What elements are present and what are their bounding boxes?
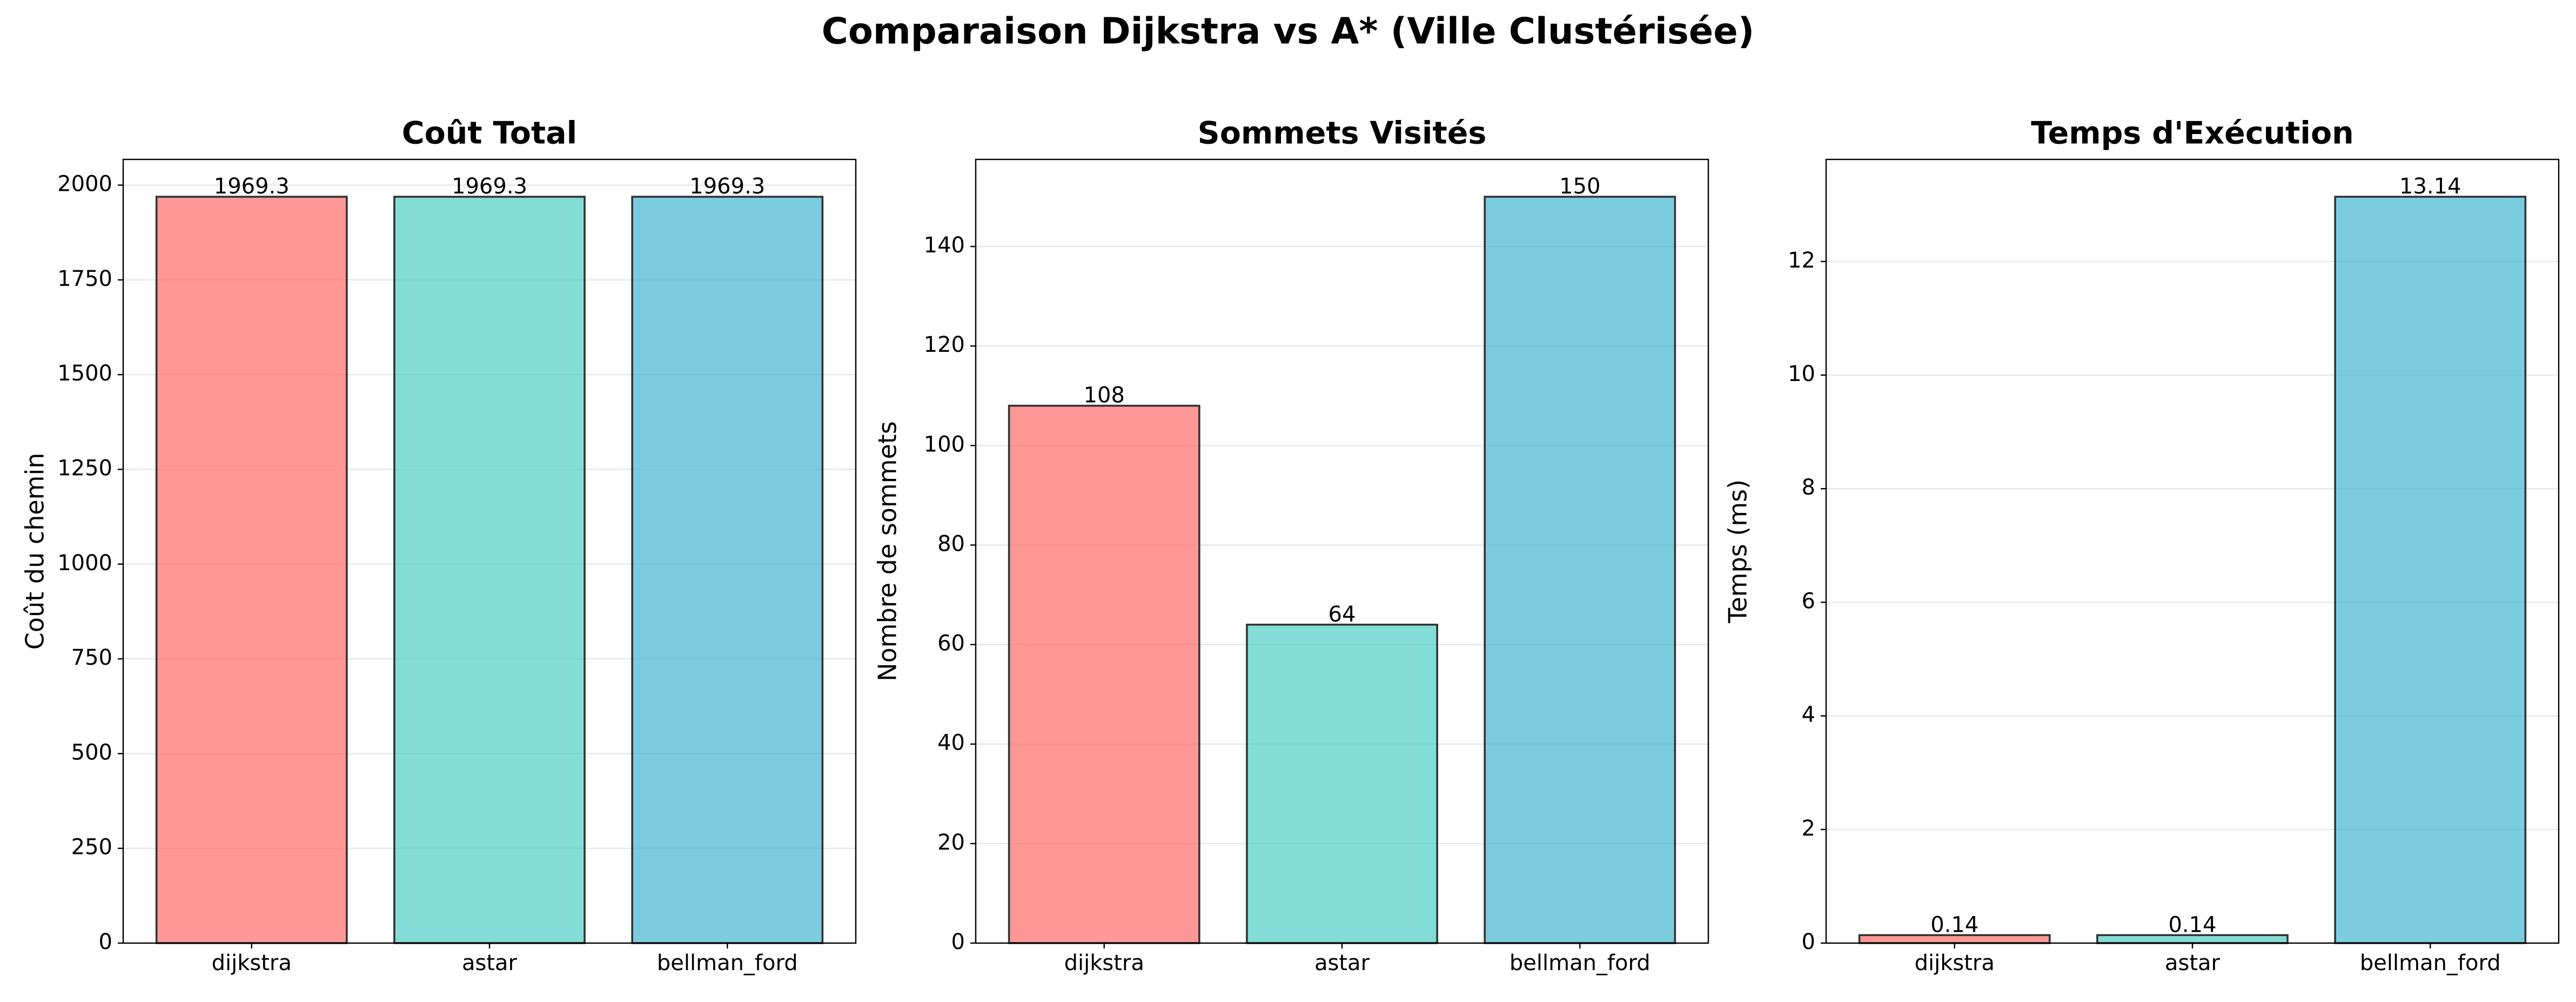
y-tick-label: 2 (1802, 816, 1815, 841)
y-tick-label: 6 (1802, 589, 1815, 613)
value-label: 64 (1329, 602, 1356, 627)
y-tick-label: 80 (937, 531, 965, 556)
bar (2334, 196, 2527, 944)
chart-title: Coût Total (402, 116, 577, 151)
axes-frame (975, 158, 1709, 944)
y-tick-label: 10 (1788, 362, 1815, 386)
y-tick-label: 1500 (57, 361, 112, 386)
axes-frame (1825, 158, 2560, 944)
bar (631, 196, 824, 944)
y-tick-label: 100 (924, 432, 965, 457)
chart-title: Temps d'Exécution (2031, 116, 2353, 151)
y-tick-label: 12 (1788, 248, 1815, 273)
y-tick-label: 2000 (57, 172, 112, 197)
x-tick-label: astar (2165, 951, 2221, 976)
value-label: 13.14 (2399, 174, 2461, 199)
axes-frame (122, 158, 857, 944)
y-tick-label: 0 (1802, 930, 1815, 954)
value-label: 108 (1084, 383, 1125, 408)
x-tick-label: bellman_ford (2360, 951, 2501, 976)
bar (393, 196, 586, 944)
bar (1246, 623, 1438, 944)
x-tick-label: astar (1314, 951, 1370, 976)
chart-title: Sommets Visités (1198, 116, 1487, 151)
x-tick-label: dijkstra (212, 951, 292, 976)
x-tick-label: dijkstra (1064, 951, 1144, 976)
bar (1484, 196, 1676, 944)
x-tick-label: bellman_ford (1510, 951, 1651, 976)
y-tick-label: 140 (924, 233, 965, 258)
y-tick-label: 60 (937, 631, 965, 656)
x-tick-label: bellman_ford (657, 951, 798, 976)
y-tick-label: 4 (1802, 703, 1815, 727)
y-tick-label: 0 (951, 930, 965, 954)
x-tick-label: dijkstra (1915, 951, 1995, 976)
y-tick-label: 20 (937, 830, 965, 855)
bar (1008, 404, 1200, 944)
value-label: 1969.3 (452, 174, 527, 199)
y-tick-label: 500 (71, 740, 112, 765)
value-label: 0.14 (1930, 912, 1978, 937)
y-tick-label: 0 (99, 930, 112, 954)
y-axis-label: Nombre de sommets (873, 421, 902, 682)
value-label: 1969.3 (214, 174, 290, 199)
y-tick-label: 1000 (57, 551, 112, 576)
y-tick-label: 120 (924, 332, 965, 357)
bar (155, 196, 348, 944)
y-tick-label: 1750 (57, 266, 112, 291)
y-axis-label: Coût du chemin (21, 453, 50, 650)
value-label: 1969.3 (689, 174, 765, 199)
y-tick-label: 250 (71, 835, 112, 860)
x-tick-label: astar (462, 951, 518, 976)
y-axis-label: Temps (ms) (1723, 479, 1753, 624)
y-tick-label: 8 (1802, 475, 1815, 500)
y-tick-label: 40 (937, 731, 965, 756)
value-label: 150 (1559, 174, 1600, 199)
value-label: 0.14 (2168, 912, 2216, 937)
figure-title: Comparaison Dijkstra vs A* (Ville Clusté… (822, 10, 1755, 52)
y-tick-label: 750 (71, 645, 112, 670)
y-tick-label: 1250 (57, 456, 112, 480)
